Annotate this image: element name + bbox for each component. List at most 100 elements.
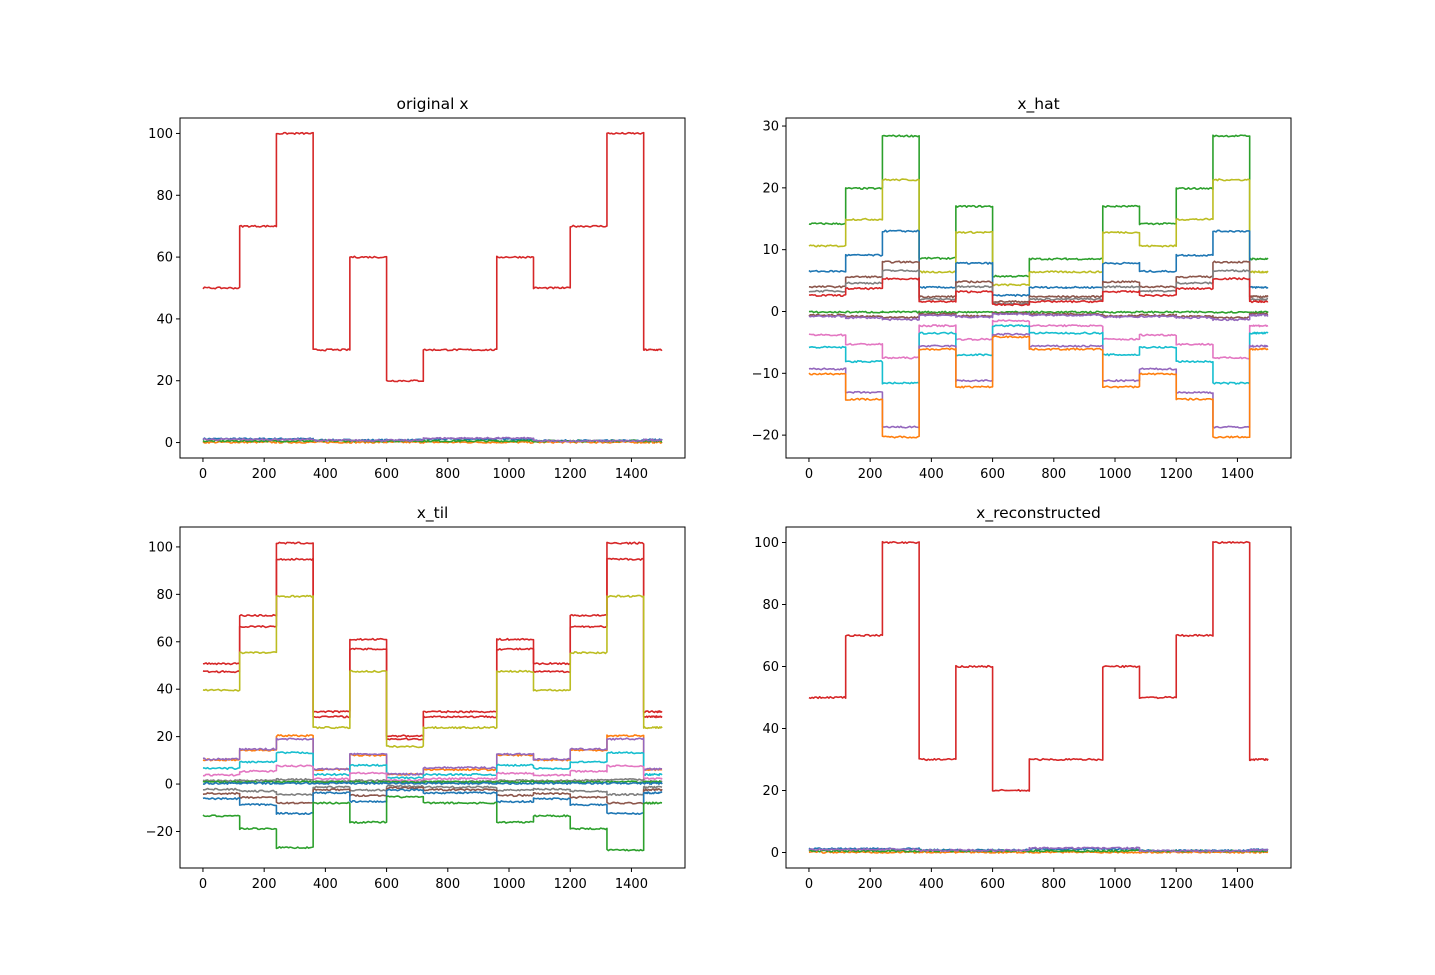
series-line-11 bbox=[808, 332, 1269, 429]
series-line-5 bbox=[808, 277, 1269, 307]
series-line-6 bbox=[808, 310, 1269, 314]
x-tick-label: 1400 bbox=[615, 467, 648, 482]
x-tick-label: 600 bbox=[374, 877, 399, 892]
x-tick-label: 400 bbox=[313, 877, 338, 892]
series-line-1 bbox=[808, 178, 1269, 287]
series-line-9 bbox=[808, 319, 1269, 360]
subplot-title: x_hat bbox=[1017, 95, 1059, 114]
series-line-3 bbox=[808, 846, 1269, 853]
y-tick-label: 100 bbox=[148, 127, 173, 142]
x-tick-label: 800 bbox=[435, 877, 460, 892]
series-line-3 bbox=[202, 436, 663, 443]
series-line-10 bbox=[202, 784, 663, 797]
series-line-7 bbox=[808, 311, 1269, 320]
series-line-4 bbox=[808, 269, 1269, 306]
y-tick-label: 20 bbox=[762, 784, 779, 799]
x-tick-label: 0 bbox=[199, 467, 207, 482]
y-tick-label: 30 bbox=[762, 120, 779, 135]
y-tick-label: 20 bbox=[156, 730, 173, 745]
x-tick-label: 1200 bbox=[554, 877, 587, 892]
subplot-title: original x bbox=[396, 95, 468, 113]
series-group bbox=[202, 131, 663, 444]
series-line-11 bbox=[202, 786, 663, 805]
series-line-6 bbox=[202, 764, 663, 783]
y-tick-label: −20 bbox=[752, 429, 779, 444]
x-tick-label: 400 bbox=[919, 877, 944, 892]
x-tick-label: 800 bbox=[435, 467, 460, 482]
x-tick-label: 1400 bbox=[1221, 877, 1254, 892]
y-tick-label: 20 bbox=[156, 374, 173, 389]
y-tick-label: 0 bbox=[771, 305, 779, 320]
x-tick-label: 0 bbox=[805, 877, 813, 892]
subplot-x-reconstructed: 0 200 400 600 800 1000 1200 1400 0 20 40 60 80 100 x_r… bbox=[754, 504, 1292, 892]
x-tick-label: 1000 bbox=[492, 877, 525, 892]
series-line-5 bbox=[202, 751, 663, 780]
y-tick-label: −20 bbox=[146, 825, 173, 840]
series-line-0 bbox=[808, 134, 1269, 278]
y-tick-label: 80 bbox=[762, 598, 779, 613]
y-tick-label: 0 bbox=[165, 436, 173, 451]
axes-frame bbox=[179, 117, 686, 459]
series-line-2 bbox=[202, 594, 663, 749]
x-tick-label: 1000 bbox=[1098, 877, 1131, 892]
subplot-original-x: 0 200 400 600 800 1000 1200 1400 0 20 40 60 80 100 ori… bbox=[148, 95, 686, 482]
series-line-2 bbox=[808, 229, 1269, 298]
series-line-12 bbox=[202, 788, 663, 816]
series-line-1 bbox=[808, 850, 1269, 854]
subplot-x-hat: 0 200 400 600 800 1000 1200 1400 −20 −10 0 10 20 30 x_… bbox=[752, 95, 1292, 482]
axes-frame bbox=[179, 526, 686, 869]
x-tick-label: 400 bbox=[919, 467, 944, 482]
x-tick-label: 1000 bbox=[492, 467, 525, 482]
y-tick-label: 80 bbox=[156, 189, 173, 204]
y-tick-label: 100 bbox=[148, 540, 173, 555]
y-tick-label: −10 bbox=[752, 367, 779, 382]
series-line-7 bbox=[202, 777, 663, 784]
series-group bbox=[808, 134, 1269, 439]
series-group bbox=[808, 540, 1269, 854]
series-line-9 bbox=[202, 781, 663, 785]
x-tick-label: 600 bbox=[980, 877, 1005, 892]
y-tick-label: 0 bbox=[771, 846, 779, 861]
series-line-12 bbox=[808, 335, 1269, 439]
series-line-4 bbox=[202, 737, 663, 776]
y-tick-label: 20 bbox=[762, 181, 779, 196]
series-line-1 bbox=[202, 557, 663, 741]
x-tick-label: 1200 bbox=[1160, 467, 1193, 482]
series-line-13 bbox=[202, 795, 663, 852]
x-tick-label: 1000 bbox=[1098, 467, 1131, 482]
x-tick-label: 200 bbox=[858, 877, 883, 892]
x-tick-label: 800 bbox=[1041, 467, 1066, 482]
x-tick-label: 1400 bbox=[1221, 467, 1254, 482]
x-tick-label: 0 bbox=[199, 877, 207, 892]
x-tick-label: 200 bbox=[252, 877, 277, 892]
x-tick-label: 200 bbox=[858, 467, 883, 482]
x-tick-label: 1200 bbox=[554, 467, 587, 482]
y-tick-label: 100 bbox=[754, 536, 779, 551]
series-line-3 bbox=[808, 260, 1269, 304]
y-tick-label: 0 bbox=[165, 778, 173, 793]
y-tick-label: 40 bbox=[156, 683, 173, 698]
x-tick-label: 0 bbox=[805, 467, 813, 482]
series-line-0 bbox=[202, 541, 663, 738]
y-tick-label: 10 bbox=[762, 243, 779, 258]
x-tick-label: 1200 bbox=[1160, 877, 1193, 892]
series-line-4 bbox=[202, 131, 663, 383]
y-tick-label: 40 bbox=[156, 312, 173, 327]
series-line-0 bbox=[808, 847, 1269, 853]
series-line-10 bbox=[808, 324, 1269, 385]
y-tick-label: 60 bbox=[762, 660, 779, 675]
series-line-4 bbox=[808, 540, 1269, 792]
x-tick-label: 800 bbox=[1041, 877, 1066, 892]
x-tick-label: 600 bbox=[980, 467, 1005, 482]
axes-frame bbox=[785, 526, 1292, 869]
y-tick-label: 80 bbox=[156, 588, 173, 603]
y-tick-label: 60 bbox=[156, 635, 173, 650]
subplot-title: x_reconstructed bbox=[976, 504, 1101, 523]
series-group bbox=[202, 541, 663, 852]
subplot-x-til: 0 200 400 600 800 1000 1200 1400 −20 0 20 40 60 80 100… bbox=[146, 504, 686, 892]
series-line-8 bbox=[808, 312, 1269, 322]
x-tick-label: 400 bbox=[313, 467, 338, 482]
subplot-title: x_til bbox=[417, 504, 449, 523]
